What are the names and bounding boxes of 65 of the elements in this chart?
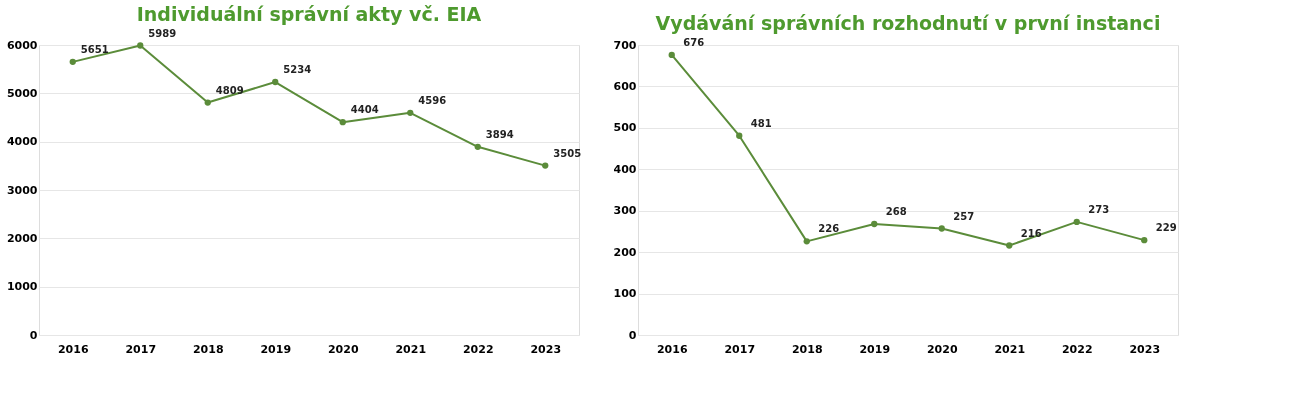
data-label: 268 [885,205,907,217]
x-tick-label: 2018 [791,342,823,356]
y-tick-label: 700 [613,38,637,52]
data-label: 273 [1088,203,1110,215]
data-label: 676 [683,36,705,48]
point [803,238,810,245]
y-tick-label: 500 [613,121,637,135]
data-label: 216 [1020,227,1042,239]
data-label: 5234 [283,64,312,76]
x-tick-label: 2023 [530,342,562,356]
data-label: 5989 [148,27,177,39]
x-tick-label: 2018 [192,342,224,356]
point [1141,236,1148,244]
y-tick-label: 4000 [6,135,38,149]
x-tick-label: 2021 [395,342,427,356]
data-label: 481 [750,117,772,129]
chart-title: Vydávání správních rozhodnutí v první instanci [655,11,1161,34]
data-label: 4596 [418,94,447,106]
y-tick-label: 0 [628,328,637,342]
x-tick-label: 2020 [926,342,958,356]
x-tick-label: 2023 [1129,342,1161,356]
point [938,225,945,232]
data-label: 229 [1155,222,1177,234]
point [272,78,279,86]
y-tick-label: 6000 [6,38,38,52]
data-label: 3505 [553,147,582,159]
x-tick-label: 2019 [260,342,292,356]
x-tick-label: 2021 [994,342,1026,356]
point [1006,242,1013,249]
data-label: 5651 [80,43,109,55]
x-tick-label: 2017 [125,342,157,356]
x-tick-label: 2016 [57,342,89,356]
y-tick-label: 200 [613,245,637,259]
point [137,42,144,49]
y-tick-label: 5000 [6,86,38,100]
y-tick-label: 600 [613,79,637,93]
x-tick-label: 2022 [1061,342,1093,356]
data-label: 3894 [485,128,514,140]
x-tick-label: 2019 [859,342,891,356]
point [204,99,211,106]
y-tick-label: 1000 [6,280,38,294]
y-tick-label: 300 [613,204,637,218]
point [407,109,414,117]
x-tick-label: 2022 [462,342,494,356]
point [871,220,878,228]
x-tick-label: 2016 [656,342,688,356]
x-tick-label: 2020 [327,342,359,356]
data-label: 4809 [215,84,244,96]
y-tick-label: 3000 [6,183,38,197]
point [69,58,76,66]
data-label: 4404 [350,104,379,116]
y-tick-label: 400 [613,162,637,176]
point [668,51,675,59]
data-label: 226 [818,223,840,235]
y-tick-label: 100 [613,287,637,301]
point [736,132,743,139]
y-tick-label: 0 [29,328,38,342]
point [339,118,346,126]
point [474,143,481,150]
x-tick-label: 2017 [724,342,756,356]
y-tick-label: 2000 [6,231,38,245]
point [1073,218,1080,226]
chart-title: Individuální správní akty vč. EIA [136,2,482,25]
data-label: 257 [953,210,975,222]
point [542,162,549,169]
